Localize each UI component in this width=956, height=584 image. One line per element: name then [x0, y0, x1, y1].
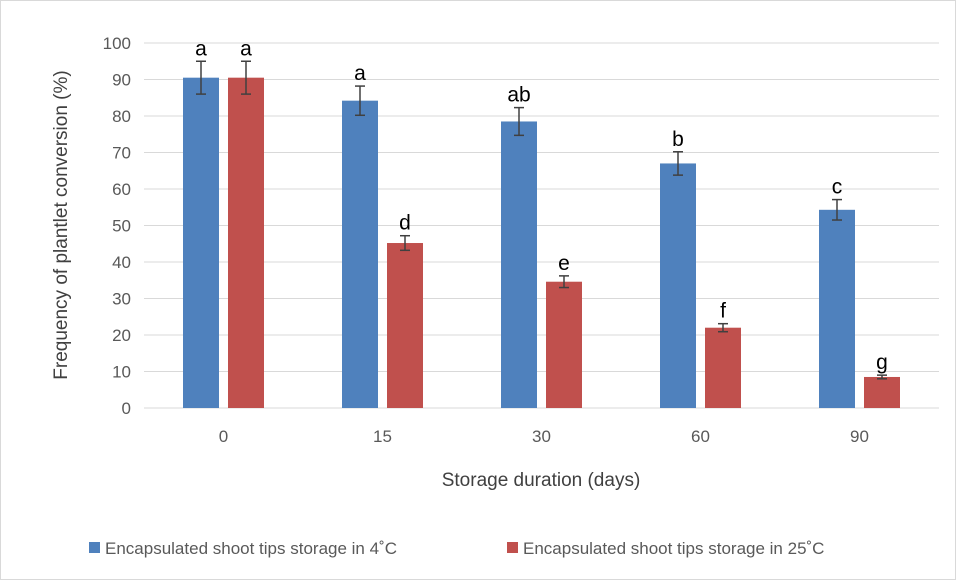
- y-axis-title: Frequency of plantlet conversion (%): [51, 70, 72, 379]
- bar: [819, 209, 855, 408]
- significance-label: ab: [507, 84, 530, 107]
- significance-label: g: [876, 351, 888, 374]
- significance-label: a: [354, 62, 366, 85]
- bar: [342, 100, 378, 409]
- significance-label: d: [399, 212, 411, 235]
- significance-label: e: [558, 252, 570, 275]
- x-axis-tick-labels: 0 15 30 60 90: [219, 427, 869, 446]
- x-tick-label: 0: [219, 427, 228, 446]
- y-tick-label: 60: [112, 180, 131, 199]
- y-tick-label: 50: [112, 217, 131, 236]
- error-bars: [196, 60, 887, 380]
- y-tick-label: 40: [112, 253, 131, 272]
- y-tick-label: 80: [112, 107, 131, 126]
- significance-label: f: [720, 300, 726, 323]
- bar: [501, 121, 537, 408]
- bar: [387, 243, 423, 408]
- y-axis-tick-labels: 0 10 20 30 40 50 60 70 80 90 100: [103, 34, 131, 418]
- bar: [546, 281, 582, 408]
- bar: [228, 77, 264, 409]
- x-tick-label: 15: [373, 427, 392, 446]
- x-tick-label: 60: [691, 427, 710, 446]
- x-axis-title: Storage duration (days): [442, 470, 641, 491]
- y-tick-label: 10: [112, 363, 131, 382]
- legend-label: Encapsulated shoot tips storage in 25˚C: [523, 539, 824, 558]
- legend-label: Encapsulated shoot tips storage in 4˚C: [105, 539, 397, 558]
- y-tick-label: 0: [122, 399, 131, 418]
- significance-label: b: [672, 128, 684, 151]
- x-tick-label: 30: [532, 427, 551, 446]
- significance-label: c: [832, 176, 843, 199]
- significance-label: a: [195, 37, 207, 60]
- bar: [705, 327, 741, 408]
- significance-labels: a a a d ab e b f c g: [195, 37, 888, 374]
- gridlines: [144, 42, 939, 409]
- significance-label: a: [240, 37, 252, 60]
- y-tick-label: 100: [103, 34, 131, 53]
- y-tick-label: 70: [112, 144, 131, 163]
- bar: [864, 376, 900, 408]
- x-tick-label: 90: [850, 427, 869, 446]
- legend-swatch: [89, 542, 100, 553]
- y-tick-label: 90: [112, 71, 131, 90]
- bar: [183, 77, 219, 409]
- bar: [660, 163, 696, 408]
- y-tick-label: 30: [112, 290, 131, 309]
- legend-swatch: [507, 542, 518, 553]
- y-tick-label: 20: [112, 326, 131, 345]
- bar-series: [183, 77, 900, 409]
- legend: Encapsulated shoot tips storage in 4˚C En…: [89, 539, 824, 558]
